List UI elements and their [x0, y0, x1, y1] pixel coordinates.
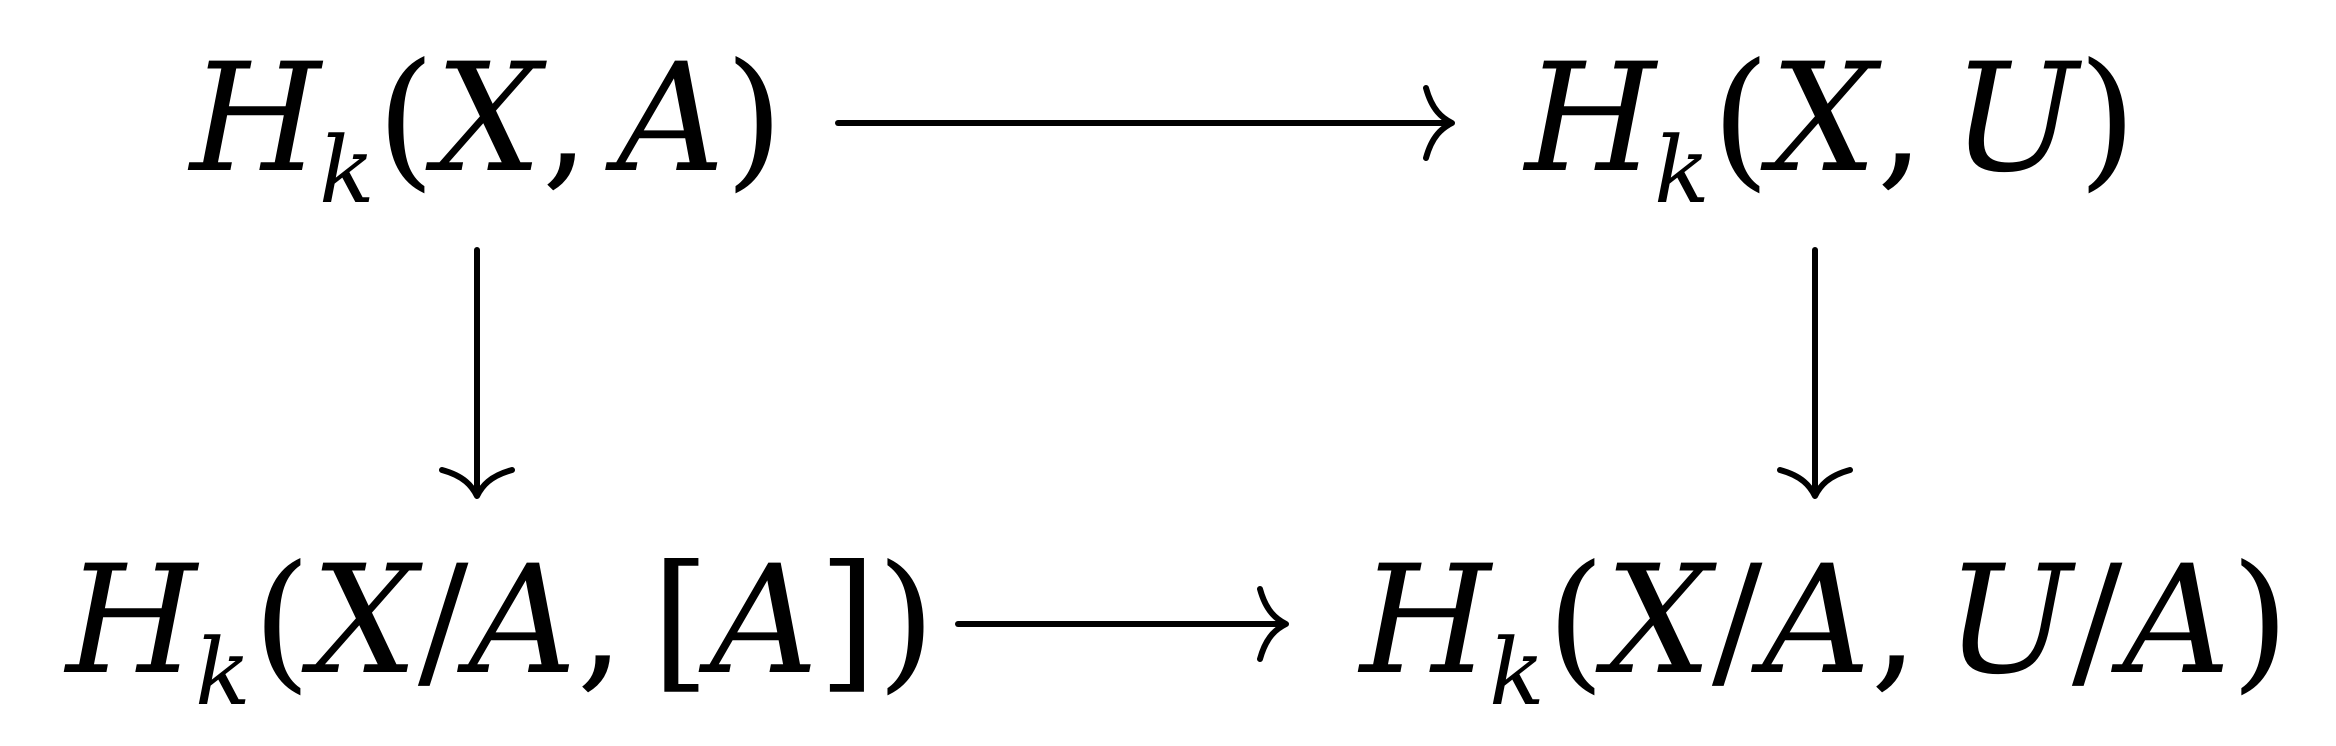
quotient-slash: / [1711, 534, 1763, 708]
homology-symbol: H [1525, 32, 1656, 206]
homology-symbol: H [190, 32, 321, 206]
open-paren: ( [1711, 32, 1771, 206]
homology-symbol: H [1360, 534, 1491, 708]
basepoint-symbol: A [709, 534, 819, 708]
degree-subscript: k [318, 117, 375, 225]
node-bottom-right: Hk(X/A, U/A) [1360, 546, 2289, 719]
arrow-right-vertical [1777, 247, 1853, 499]
space-symbol: X [311, 534, 418, 708]
node-bottom-left: Hk(X/A, [A]) [66, 546, 935, 719]
quotient-slash: / [2071, 534, 2123, 708]
subspace-symbol: A [2122, 534, 2231, 708]
node-top-left: Hk(X, A) [190, 44, 783, 217]
space-symbol: X [1770, 32, 1877, 206]
homology-symbol: H [66, 534, 197, 708]
space-symbol: X [1605, 534, 1712, 708]
space-symbol: X [435, 32, 542, 206]
close-bracket: ] [818, 534, 877, 708]
close-paren: ) [2078, 32, 2137, 206]
comma: , [1876, 32, 1925, 206]
open-paren: ( [252, 534, 312, 708]
neighborhood-symbol: U [1945, 534, 2072, 708]
degree-subscript: k [1653, 117, 1710, 225]
arrow-top-horizontal [835, 85, 1455, 161]
arrow-left-vertical [439, 247, 515, 499]
degree-subscript: k [1488, 619, 1545, 727]
comma: , [1870, 534, 1919, 708]
degree-subscript: k [194, 619, 251, 727]
open-bracket: [ [651, 534, 710, 708]
comma: , [576, 534, 625, 708]
subspace-symbol: A [1762, 534, 1871, 708]
close-paren: ) [724, 32, 784, 206]
open-paren: ( [1546, 534, 1606, 708]
node-top-right: Hk(X, U) [1525, 44, 2137, 217]
subspace-symbol: U [1951, 32, 2078, 206]
open-paren: ( [376, 32, 436, 206]
quotient-slash: / [417, 534, 469, 708]
close-paren: ) [2230, 534, 2290, 708]
arrow-bottom-horizontal [955, 586, 1289, 662]
subspace-symbol: A [468, 534, 577, 708]
close-paren: ) [876, 534, 936, 708]
comma: , [541, 32, 590, 206]
subspace-symbol: A [616, 32, 725, 206]
